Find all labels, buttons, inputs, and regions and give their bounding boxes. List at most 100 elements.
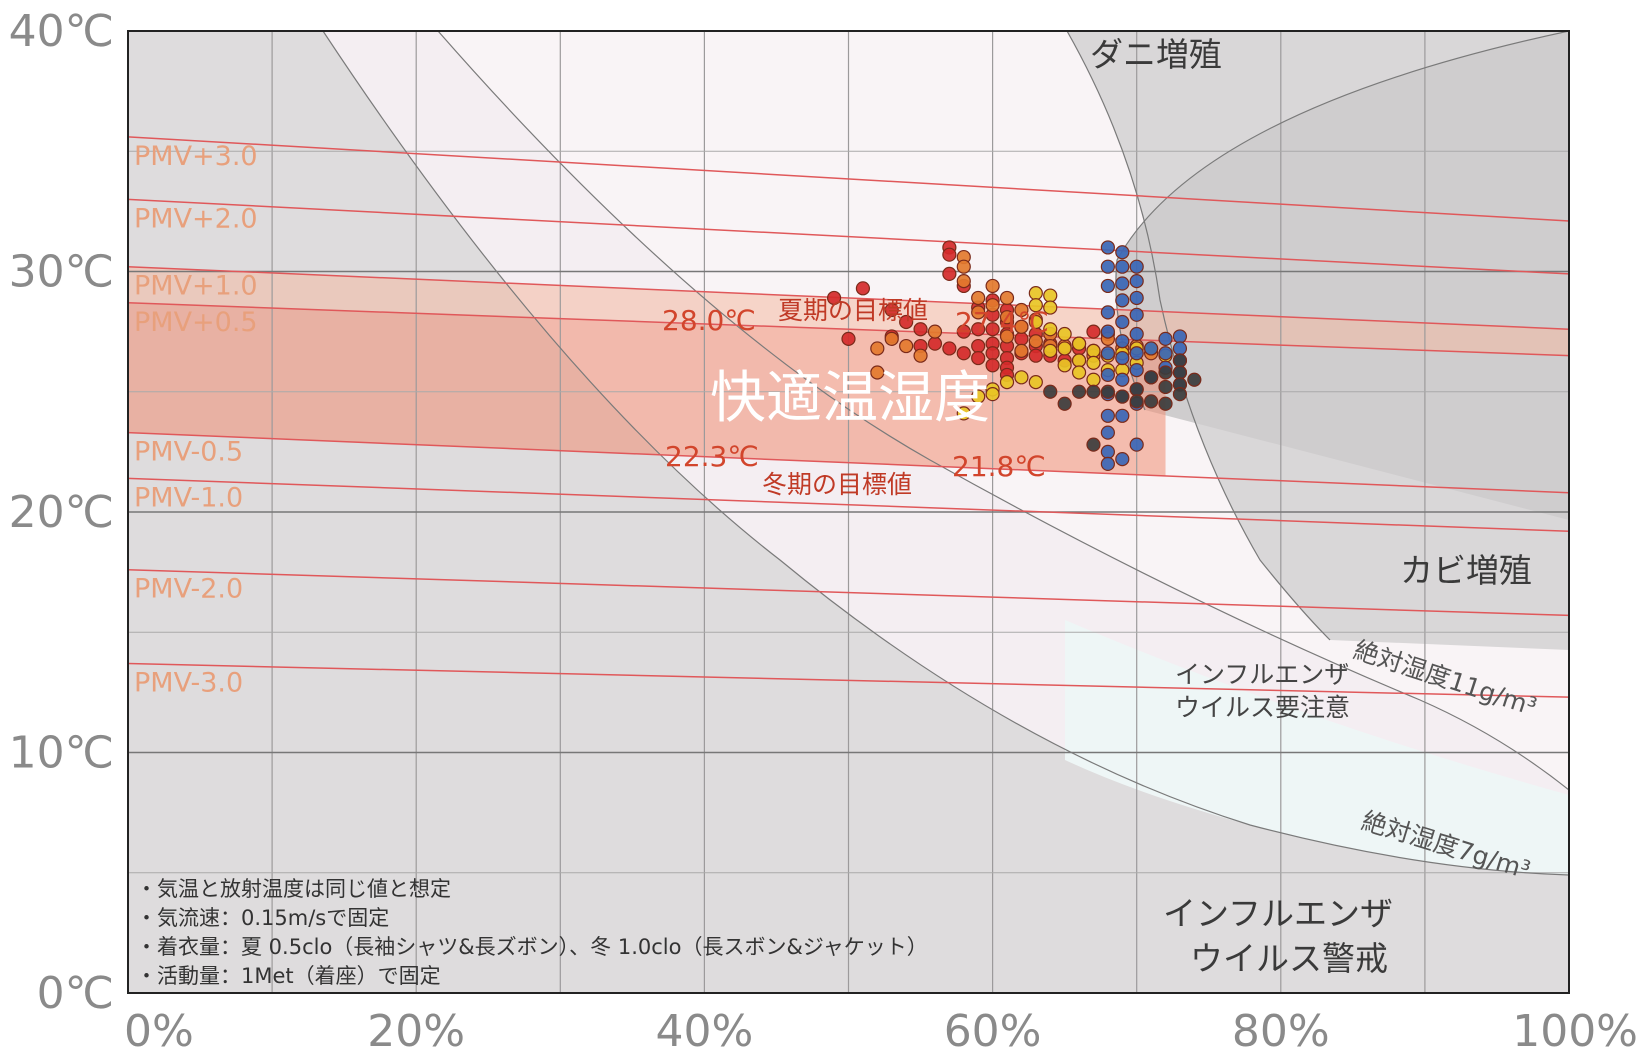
data-point <box>913 322 928 337</box>
data-point <box>1172 365 1188 380</box>
data-point <box>1129 259 1144 274</box>
pmv-line <box>128 477 1569 532</box>
data-point <box>1100 408 1115 423</box>
x-tick-label: 40% <box>656 1006 754 1054</box>
grid <box>128 31 1569 993</box>
data-point <box>855 281 871 296</box>
data-point <box>999 290 1015 306</box>
x-tick-label: 80% <box>1232 1006 1330 1054</box>
data-point <box>1129 382 1144 397</box>
note-4: ・活動量：1Met（着座）で固定 <box>136 964 441 988</box>
data-point <box>841 331 856 346</box>
data-point <box>1086 355 1101 370</box>
data-point <box>1014 370 1029 385</box>
data-point <box>1100 278 1115 294</box>
y-tick-label: 10℃ <box>9 728 114 779</box>
flu-caution-line1: インフルエンザ <box>1175 660 1349 689</box>
y-tick-label: 20℃ <box>9 487 114 538</box>
data-point <box>956 324 971 339</box>
data-point <box>1144 370 1159 385</box>
data-point <box>1129 307 1144 322</box>
data-point <box>1100 240 1115 255</box>
summer-target-value-1: 28.0℃ <box>662 304 756 337</box>
x-axis-ticks: 0% 20% 40% 60% 80% 100% <box>124 1006 1638 1054</box>
data-point <box>870 365 885 380</box>
flu-caution-zone <box>1065 620 1569 875</box>
pmv-line-label: PMV+3.0 <box>134 141 258 172</box>
data-point <box>1115 245 1130 260</box>
mite-inner-zone <box>1115 31 1569 520</box>
abs-humidity-11-curve <box>437 31 1569 791</box>
data-point <box>985 346 1000 361</box>
data-point <box>1043 384 1058 399</box>
data-point <box>1158 379 1173 395</box>
data-point <box>1028 375 1043 390</box>
data-point <box>1158 396 1173 411</box>
data-point <box>1115 314 1130 330</box>
data-point <box>1115 451 1130 467</box>
data-point <box>956 274 971 289</box>
data-point <box>1129 290 1144 306</box>
note-2: ・気流速：0.15m/sで固定 <box>136 906 389 930</box>
data-point <box>942 247 957 262</box>
data-point <box>1115 389 1130 404</box>
flu-caution-line2: ウイルス要注意 <box>1175 693 1350 722</box>
data-point <box>1057 358 1072 373</box>
data-point <box>870 341 885 356</box>
winter-target-value-1: 22.3℃ <box>665 440 759 473</box>
data-point <box>971 389 986 404</box>
flu-warning-line2: ウイルス警戒 <box>1190 939 1388 978</box>
data-point <box>1043 288 1058 303</box>
data-point <box>985 278 1000 294</box>
data-point <box>1158 331 1173 346</box>
data-point <box>1071 365 1087 380</box>
mold-label: カビ増殖 <box>1400 551 1532 590</box>
data-point <box>985 358 1000 373</box>
data-point <box>1187 372 1202 387</box>
data-point <box>884 331 899 346</box>
x-tick-label: 100% <box>1512 1006 1638 1054</box>
data-point <box>1086 324 1101 339</box>
data-point <box>942 341 957 356</box>
data-point <box>999 310 1015 325</box>
data-point <box>1172 387 1188 402</box>
pmv-line <box>128 302 1569 357</box>
data-point <box>1057 341 1072 356</box>
pmv-line <box>128 136 1569 222</box>
data-point <box>1057 396 1072 411</box>
data-point <box>884 302 899 318</box>
data-point <box>985 298 1000 313</box>
data-point <box>826 290 842 306</box>
data-point <box>1129 363 1144 378</box>
note-1: ・気温と放射温度は同じ値と想定 <box>136 877 451 901</box>
flu-warning-line1: インフルエンザ <box>1163 894 1393 933</box>
outer-curve <box>322 31 1569 876</box>
data-point <box>1086 372 1101 387</box>
data-point <box>1086 343 1101 358</box>
data-point <box>942 266 957 282</box>
data-point <box>971 350 986 366</box>
data-point <box>1014 343 1029 358</box>
pmv-line-label: PMV+1.0 <box>134 271 258 302</box>
data-point <box>1129 274 1144 289</box>
y-axis-ticks: 0℃ 10℃ 20℃ 30℃ 40℃ <box>9 6 114 1019</box>
data-point <box>1129 326 1144 342</box>
data-point <box>1129 437 1144 452</box>
data-point <box>1115 259 1130 274</box>
data-point <box>1043 343 1058 358</box>
data-point <box>985 387 1000 402</box>
data-point <box>956 259 971 274</box>
data-point <box>1100 384 1115 399</box>
data-point <box>1144 341 1159 356</box>
pmv-line-label: PMV-1.0 <box>134 482 243 513</box>
data-point <box>1086 384 1101 399</box>
data-point <box>1100 259 1115 274</box>
x-tick-label: 0% <box>124 1006 194 1054</box>
data-point <box>1115 372 1130 387</box>
data-point <box>1100 305 1115 320</box>
pmv-line-label: PMV+2.0 <box>134 203 258 234</box>
data-point <box>1100 367 1115 383</box>
y-tick-label: 0℃ <box>37 968 114 1019</box>
note-3: ・着衣量：夏 0.5clo（長袖シャツ&長ズボン）、冬 1.0clo（長スボン&… <box>136 935 928 959</box>
